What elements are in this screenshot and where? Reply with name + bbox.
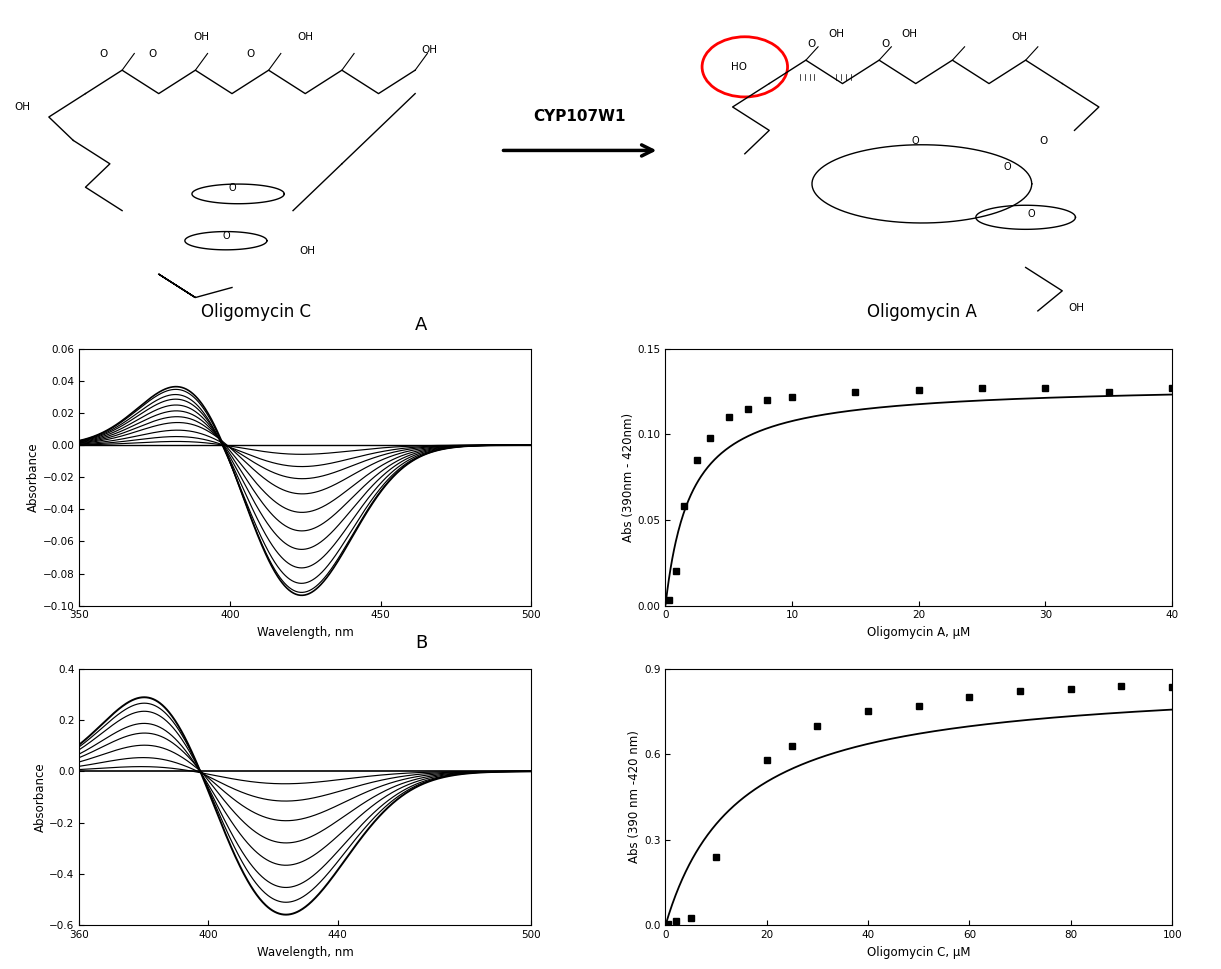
Y-axis label: Abs (390 nm -420 nm): Abs (390 nm -420 nm) bbox=[629, 731, 641, 863]
X-axis label: Wavelength, nm: Wavelength, nm bbox=[256, 626, 354, 639]
Text: O: O bbox=[808, 39, 816, 48]
Text: O: O bbox=[1040, 136, 1048, 145]
Text: B: B bbox=[415, 634, 427, 652]
Text: O: O bbox=[912, 136, 919, 145]
Text: OH: OH bbox=[828, 29, 845, 39]
Text: Oligomycin A: Oligomycin A bbox=[867, 303, 977, 321]
Text: O: O bbox=[1028, 209, 1035, 219]
Text: O: O bbox=[1004, 163, 1011, 172]
Text: OH: OH bbox=[421, 46, 437, 55]
Text: OH: OH bbox=[1011, 32, 1028, 42]
Y-axis label: Abs (390nm - 420nm): Abs (390nm - 420nm) bbox=[621, 413, 635, 542]
Text: Oligomycin C: Oligomycin C bbox=[201, 303, 311, 321]
X-axis label: Wavelength, nm: Wavelength, nm bbox=[256, 946, 354, 958]
X-axis label: Oligomycin A, μM: Oligomycin A, μM bbox=[867, 626, 971, 639]
Y-axis label: Absorbance: Absorbance bbox=[33, 763, 46, 831]
Text: OH: OH bbox=[299, 246, 315, 256]
Text: CYP107W1: CYP107W1 bbox=[534, 109, 626, 124]
Text: HO: HO bbox=[730, 62, 747, 72]
Text: OH: OH bbox=[901, 29, 918, 39]
Text: OH: OH bbox=[15, 103, 31, 112]
Y-axis label: Absorbance: Absorbance bbox=[27, 443, 40, 512]
Text: O: O bbox=[149, 48, 156, 59]
Text: OH: OH bbox=[297, 32, 314, 42]
Text: O: O bbox=[222, 231, 230, 241]
Text: OH: OH bbox=[193, 32, 210, 42]
Text: OH: OH bbox=[1068, 303, 1084, 313]
Text: O: O bbox=[228, 182, 236, 193]
Text: O: O bbox=[247, 48, 254, 59]
Text: O: O bbox=[100, 48, 107, 59]
Text: O: O bbox=[882, 39, 889, 48]
X-axis label: Oligomycin C, μM: Oligomycin C, μM bbox=[867, 946, 971, 958]
Text: A: A bbox=[415, 316, 427, 334]
